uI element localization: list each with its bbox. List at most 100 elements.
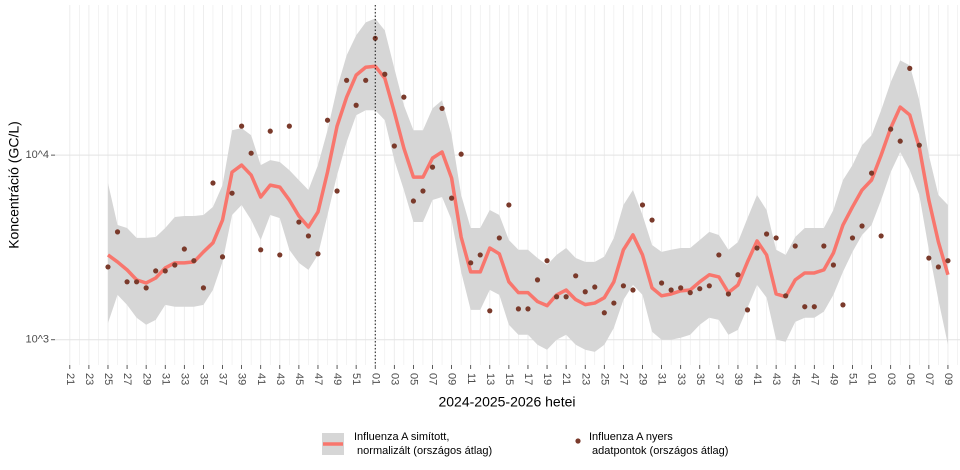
plot-marks: [105, 5, 951, 365]
data-point: [744, 307, 751, 313]
data-point: [487, 308, 493, 314]
axes: 21 23 25 27 29 31 33 35 37 39 41 43 45 47 49 51 01 03 05 07…: [25, 149, 954, 385]
legend: Influenza A simított, normalizált (orszá…: [322, 431, 728, 457]
x-tick-label: 43: [770, 373, 782, 385]
data-point: [363, 77, 369, 83]
data-point: [725, 291, 732, 297]
x-tick-label: 21: [64, 373, 76, 385]
data-point: [105, 264, 111, 270]
x-tick-label: 03: [885, 373, 897, 385]
data-point: [630, 287, 636, 293]
y-tick-label: 10^3: [25, 334, 49, 346]
data-point: [458, 151, 464, 157]
x-tick-label: 41: [751, 373, 763, 385]
data-point: [620, 283, 627, 289]
data-point: [372, 35, 378, 41]
data-point: [506, 202, 512, 208]
x-tick-label: 09: [446, 373, 458, 385]
x-tick-label: 23: [579, 373, 591, 385]
data-point: [305, 233, 312, 239]
data-point: [449, 195, 455, 201]
data-point: [821, 243, 827, 249]
x-tick-label: 03: [388, 373, 400, 385]
data-point: [258, 247, 264, 253]
data-point: [468, 260, 474, 266]
data-point: [124, 279, 130, 285]
x-tick-label: 35: [198, 373, 210, 385]
x-tick-label: 01: [369, 373, 381, 385]
x-tick-label: 07: [923, 373, 935, 385]
x-tick-label: 35: [694, 373, 706, 385]
data-point: [534, 277, 541, 283]
data-point: [525, 306, 531, 312]
data-point: [763, 231, 770, 237]
data-point: [563, 294, 569, 300]
x-tick-label: 41: [255, 373, 267, 385]
data-point: [334, 188, 340, 194]
data-point: [267, 128, 273, 134]
data-point: [649, 217, 655, 223]
data-point: [315, 251, 321, 257]
data-point: [840, 302, 846, 308]
data-point: [515, 306, 522, 312]
data-point: [114, 229, 121, 235]
x-tick-label: 29: [140, 373, 152, 385]
data-point: [878, 233, 884, 239]
data-point: [639, 202, 646, 208]
data-point: [210, 180, 216, 186]
data-point: [945, 258, 951, 264]
data-point: [382, 71, 388, 77]
x-tick-label: 31: [159, 373, 171, 385]
data-point: [181, 246, 187, 252]
x-tick-label: 39: [236, 373, 248, 385]
x-tick-label: 15: [503, 373, 515, 385]
data-point: [687, 290, 693, 296]
grid: [55, 5, 960, 365]
x-tick-label: 25: [102, 373, 114, 385]
data-point: [582, 289, 588, 295]
data-point: [496, 235, 502, 241]
x-tick-label: 49: [331, 373, 343, 385]
x-tick-label: 33: [675, 373, 687, 385]
x-tick-label: 09: [942, 373, 954, 385]
x-tick-label: 45: [293, 373, 305, 385]
data-point: [697, 286, 703, 292]
x-tick-label: 21: [560, 373, 572, 385]
data-point: [916, 142, 922, 148]
x-tick-label: 19: [541, 373, 553, 385]
data-point: [601, 310, 607, 316]
x-tick-label: 25: [598, 373, 610, 385]
legend-point: [575, 438, 581, 444]
x-tick-label: 05: [904, 373, 916, 385]
data-point: [219, 254, 226, 260]
data-point: [420, 188, 426, 194]
x-tick-label: 51: [847, 373, 859, 385]
x-axis-title: 2024-2025-2026 hetei: [438, 394, 575, 410]
data-point: [477, 252, 483, 258]
x-tick-label: 31: [656, 373, 668, 385]
x-tick-label: 27: [121, 373, 133, 385]
x-tick-label: 37: [713, 373, 725, 385]
x-tick-label: 33: [178, 373, 190, 385]
legend-label: Influenza A nyers adatpontok (országos á…: [589, 431, 728, 457]
data-point: [668, 287, 674, 293]
data-point: [134, 279, 140, 285]
data-point: [811, 304, 817, 310]
data-point: [172, 262, 178, 268]
x-tick-label: 47: [808, 373, 820, 385]
data-point: [248, 150, 254, 156]
data-point: [153, 268, 159, 274]
x-tick-label: 51: [350, 373, 362, 385]
x-tick-label: 17: [522, 373, 534, 385]
data-point: [143, 285, 149, 291]
data-point: [849, 235, 856, 241]
x-tick-label: 39: [732, 373, 744, 385]
data-point: [735, 272, 741, 278]
data-point: [706, 283, 712, 289]
data-point: [439, 105, 445, 112]
x-tick-label: 05: [408, 373, 420, 385]
data-point: [868, 170, 875, 176]
x-tick-label: 29: [637, 373, 649, 385]
data-point: [191, 258, 197, 264]
